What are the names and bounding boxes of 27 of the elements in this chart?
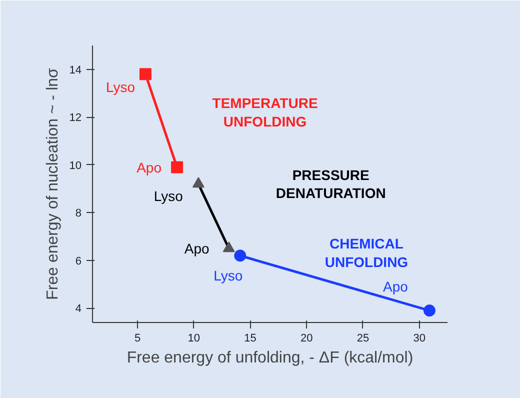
annotation: Lyso [154,188,184,204]
y-tick-label: 10 [69,160,82,172]
annotation: Lyso [106,79,136,96]
point [171,161,184,174]
series-label: CHEMICAL UNFOLDING [324,235,408,270]
x-axis-title: Free energy of unfolding, - ΔF (kcal/mol) [126,350,414,366]
x-tick-label: 30 [413,332,426,344]
x-tick-label: 25 [356,332,370,344]
x-tick-label: 10 [188,332,200,344]
annotation: Apo [136,159,162,176]
y-tick-label: 12 [69,112,82,124]
annotation: Apo [184,240,210,256]
annotation: Apo [383,278,408,295]
x-tick-label: 5 [134,332,141,344]
y-tick-label: 4 [75,303,82,316]
y-tick-label: 6 [75,255,82,268]
text: TEMPERATURE UNFOLDING [212,94,318,130]
y-tick-label: 14 [69,64,82,76]
point [234,250,246,262]
x-tick-label: 20 [300,332,313,344]
text: PRESSURE DENATURATION [276,166,386,202]
y-axis-title: Free energy of nucleation ~ - lnσ [44,68,62,300]
point [139,68,152,80]
annotation: Lyso [214,268,243,284]
point [423,304,436,317]
y-tick-label: 8 [75,208,82,220]
x-tick-label: 15 [244,332,256,344]
